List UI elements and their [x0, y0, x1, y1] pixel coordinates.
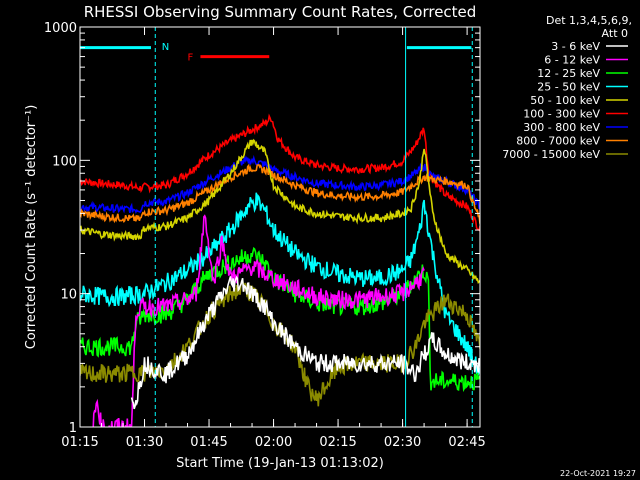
series-line-4: [80, 138, 480, 285]
series-line-5: [80, 192, 480, 378]
x-tick-label: 02:45: [448, 435, 485, 450]
legend-header-line1: Det 1,3,4,5,6,9,: [546, 14, 632, 27]
chart-title: RHESSI Observing Summary Count Rates, Co…: [84, 3, 477, 21]
x-tick-label: 02:30: [384, 435, 421, 450]
legend-label: 300 - 800 keV: [523, 121, 600, 134]
plot-frame: [79, 26, 481, 428]
x-tick-label: 02:00: [255, 435, 292, 450]
y-axis-label: Corrected Count Rate (s⁻¹ detector⁻¹): [24, 105, 39, 350]
legend-label: 3 - 6 keV: [551, 40, 600, 53]
y-tick-label: 100: [52, 154, 77, 169]
x-tick-label: 01:45: [190, 435, 227, 450]
y-tick-label: 1: [69, 421, 77, 436]
legend-label: 7000 - 15000 keV: [502, 148, 600, 161]
series-line-3: [80, 163, 480, 224]
legend-header-line2: Att 0: [602, 27, 628, 40]
y-tick-label: 1000: [44, 21, 77, 36]
annotation-label-n: N: [162, 42, 169, 53]
legend-label: 50 - 100 keV: [530, 94, 600, 107]
legend-label: 100 - 300 keV: [523, 108, 600, 121]
legend-label: 800 - 7000 keV: [516, 135, 600, 148]
y-axis: 1 10 100 1000: [44, 21, 480, 436]
footer-timestamp: 22-Oct-2021 19:27: [560, 469, 636, 478]
x-axis: 01:15 01:30 01:45 02:00 02:15 02:30 02:45: [61, 27, 486, 450]
x-axis-label: Start Time (19-Jan-13 01:13:02): [176, 456, 384, 471]
legend-label: 25 - 50 keV: [537, 81, 600, 94]
x-tick-label: 02:15: [319, 435, 356, 450]
plot-series: [80, 113, 480, 427]
series-line-1: [80, 113, 480, 232]
annotation-label-f: F: [188, 53, 194, 64]
series-line-9: [130, 275, 480, 410]
series-line-7: [92, 214, 425, 427]
legend-label: 6 - 12 keV: [544, 54, 600, 67]
y-tick-label: 10: [60, 288, 77, 303]
series-line-2: [80, 154, 480, 214]
legend-label: 12 - 25 keV: [537, 67, 600, 80]
plot-annotations: NF: [80, 27, 473, 427]
x-tick-label: 01:30: [126, 435, 163, 450]
x-tick-label: 01:15: [61, 435, 98, 450]
